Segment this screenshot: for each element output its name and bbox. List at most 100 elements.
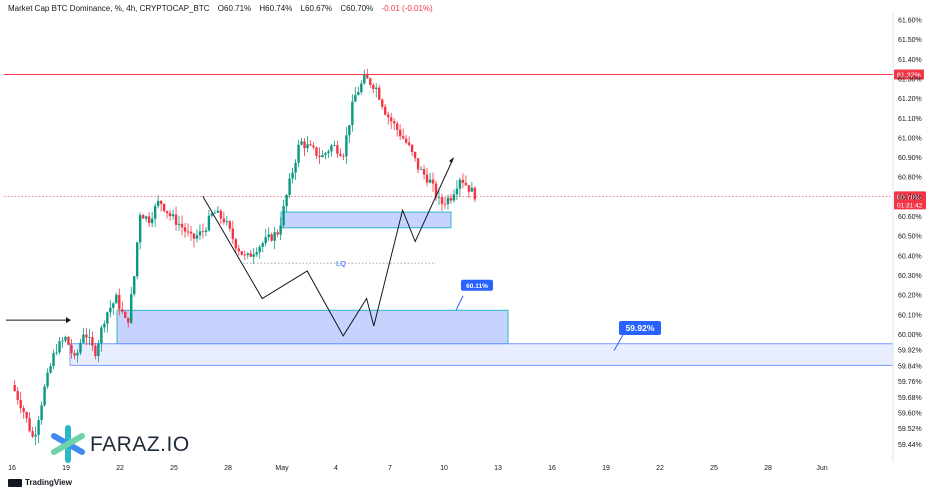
candle-body (416, 158, 420, 170)
candle-body (264, 237, 267, 244)
candle-body (369, 78, 372, 85)
candle-body (306, 144, 309, 149)
candle-body (109, 307, 112, 313)
candle-body (40, 405, 43, 421)
candle-body (252, 254, 255, 257)
candle-body (156, 200, 160, 207)
y-tick-label: 61.50% (898, 37, 922, 44)
candle-body (425, 174, 429, 183)
candle-body (291, 172, 294, 179)
candle-body (216, 210, 220, 213)
symbol-header: Market Cap BTC Dominance, %, 4h, CRYPTOC… (8, 4, 433, 13)
candle-body (270, 234, 273, 241)
candle-body (124, 311, 127, 318)
badge-5992-pointer (613, 334, 624, 351)
candle-body (342, 155, 345, 157)
candle-body (85, 334, 88, 338)
candle-body (195, 235, 199, 239)
candle-body (19, 399, 22, 409)
candle-body (258, 246, 261, 253)
demand-zone-lower (69, 343, 894, 366)
candle-body (276, 232, 279, 235)
y-tick-label: 61.10% (898, 116, 922, 123)
candle-body (384, 106, 387, 115)
countdown-label: 01:31:42 (897, 202, 923, 209)
candle-body (419, 169, 423, 170)
candle-body (225, 221, 229, 223)
candle-body (28, 418, 31, 432)
candle-body (165, 210, 169, 214)
candle-body (31, 431, 34, 437)
candle-body (118, 294, 121, 310)
candle-body (43, 386, 46, 406)
x-tick-label: 7 (388, 465, 392, 472)
candle-body (138, 215, 142, 243)
candle-body (58, 341, 61, 353)
y-tick-label: 61.30% (898, 76, 922, 83)
y-tick-label: 60.80% (898, 175, 922, 182)
candle-body (37, 420, 40, 435)
candle-body (144, 216, 148, 219)
candle-body (243, 254, 246, 256)
candle-body (345, 135, 348, 157)
candle-body (467, 185, 471, 192)
candle-body (141, 215, 145, 219)
y-tick-label: 59.92% (898, 348, 922, 355)
candle-body (255, 252, 258, 255)
candle-body (279, 225, 282, 235)
candle-body (76, 352, 79, 356)
candle-body (473, 187, 477, 200)
lq-label: LQ (336, 259, 346, 268)
candle-body (61, 340, 64, 342)
y-tick-label: 59.84% (898, 363, 922, 370)
candle-body (366, 74, 369, 79)
open-value: O60.71% (217, 4, 252, 13)
candle-body (318, 155, 321, 158)
candle-body (297, 144, 300, 163)
candle-body (363, 74, 366, 84)
candle-body (94, 345, 97, 357)
candle-body (88, 337, 91, 338)
candle-body (455, 188, 459, 195)
candle-body (16, 390, 19, 400)
candle-body (52, 352, 55, 367)
candle-body (309, 144, 312, 146)
candle-body (46, 372, 49, 387)
candle-body (153, 206, 157, 219)
candle-body (401, 136, 405, 139)
candle-body (389, 117, 393, 122)
x-axis: 16 19 22 25 28 May 4 7 10 13 16 19 22 25 28 Jun (8, 465, 828, 472)
candle-body (106, 312, 109, 324)
candle-body (222, 218, 226, 223)
badge-6011 (461, 279, 493, 291)
candle-body (100, 327, 103, 344)
candle-body (147, 216, 151, 224)
y-tick-label: 61.20% (898, 96, 922, 103)
candle-body (231, 228, 235, 240)
x-tick-label: 19 (62, 465, 70, 472)
faraz-logo: FARAZ.IO (50, 424, 190, 464)
candle-body (22, 408, 25, 412)
candle-body (288, 178, 291, 196)
last-price-tag (894, 191, 926, 210)
candle-body (159, 200, 163, 204)
candle-body (183, 227, 187, 232)
candle-body (434, 183, 438, 198)
x-tick-label: 16 (548, 465, 556, 472)
badge-6011-label: 60.11% (466, 283, 488, 290)
candle-body (392, 121, 396, 124)
y-tick-label: 59.76% (898, 379, 922, 386)
symbol-title: Market Cap BTC Dominance, %, 4h, CRYPTOC… (8, 4, 210, 13)
candle-body (321, 154, 324, 158)
candle-body (127, 317, 130, 323)
tradingview-brand[interactable]: TradingView (8, 478, 72, 487)
candle-body (452, 194, 456, 201)
candle-body (240, 251, 243, 255)
demand-zone-upper (116, 309, 509, 345)
change-value: -0.01 (-0.01%) (381, 4, 433, 13)
candle-body (130, 294, 133, 323)
y-tick-label: 60.90% (898, 155, 922, 162)
candle-body (303, 141, 306, 149)
candle-body (73, 353, 76, 356)
